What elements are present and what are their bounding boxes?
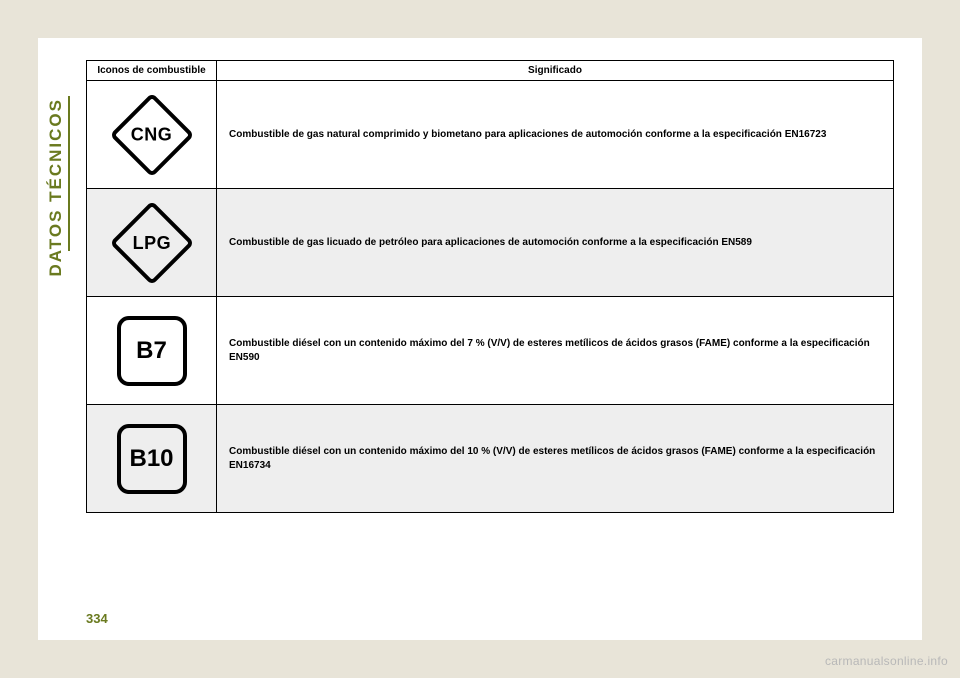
page-frame: DATOS TÉCNICOS Iconos de combustible Sig… xyxy=(38,38,922,640)
fuel-icons-table: Iconos de combustible Significado CNG Com… xyxy=(86,60,894,513)
fuel-icon-label: LPG xyxy=(132,232,171,253)
fuel-icon-label: B7 xyxy=(136,337,167,365)
fuel-icon-cell: LPG xyxy=(87,189,217,297)
b7-icon: B7 xyxy=(117,316,187,386)
section-side-label: DATOS TÉCNICOS xyxy=(46,98,66,277)
lpg-icon: LPG xyxy=(109,200,194,285)
fuel-description: Combustible de gas natural comprimido y … xyxy=(217,81,894,189)
fuel-icon-cell: B7 xyxy=(87,297,217,405)
fuel-description: Combustible diésel con un contenido máxi… xyxy=(217,405,894,513)
page-number: 334 xyxy=(86,611,108,626)
table-row: LPG Combustible de gas licuado de petróle… xyxy=(87,189,894,297)
table-header-icon: Iconos de combustible xyxy=(87,61,217,81)
fuel-icon-label: B10 xyxy=(129,445,173,473)
cng-icon: CNG xyxy=(109,92,194,177)
fuel-description: Combustible de gas licuado de petróleo p… xyxy=(217,189,894,297)
table-row: B7 Combustible diésel con un contenido má… xyxy=(87,297,894,405)
fuel-icon-cell: CNG xyxy=(87,81,217,189)
fuel-icon-cell: B10 xyxy=(87,405,217,513)
fuel-icon-label: CNG xyxy=(131,124,173,145)
table-row: CNG Combustible de gas natural comprimido… xyxy=(87,81,894,189)
b10-icon: B10 xyxy=(117,424,187,494)
footer-credit: carmanualsonline.info xyxy=(825,654,948,668)
content-area: Iconos de combustible Significado CNG Com… xyxy=(38,38,922,531)
table-row: B10 Combustible diésel con un contenido m… xyxy=(87,405,894,513)
table-header-meaning: Significado xyxy=(217,61,894,81)
section-side-label-underline xyxy=(68,96,70,251)
fuel-description: Combustible diésel con un contenido máxi… xyxy=(217,297,894,405)
